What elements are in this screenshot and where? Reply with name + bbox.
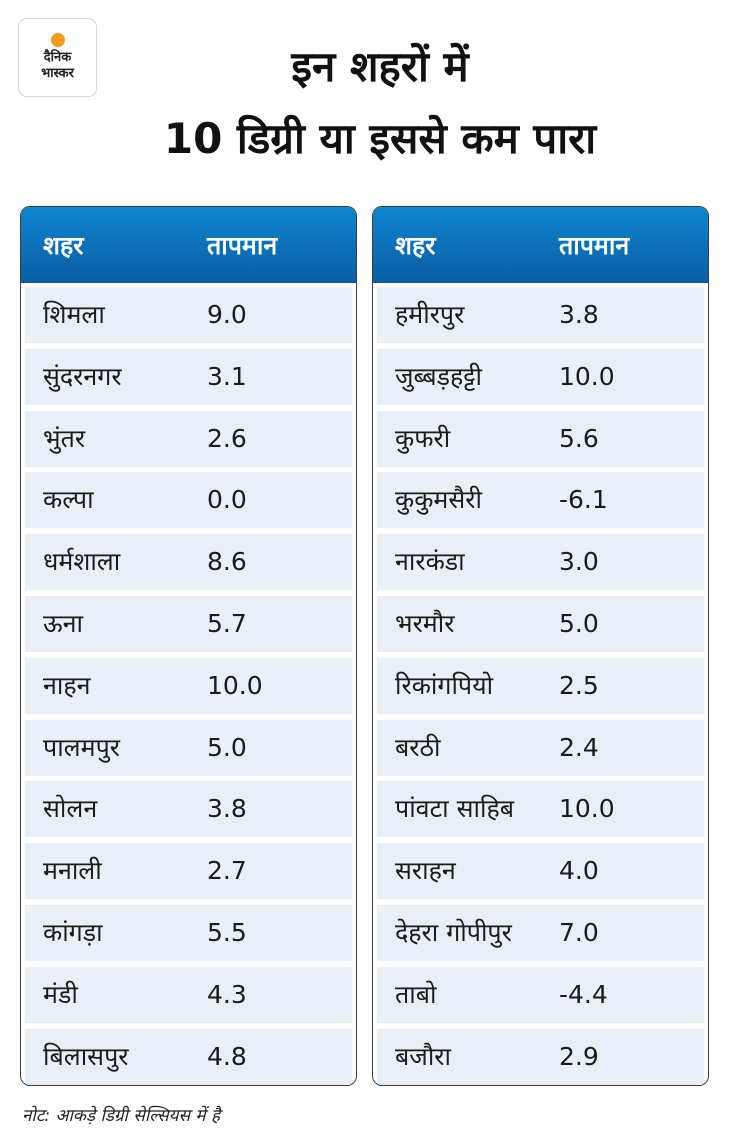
temperature-value: 10.0 [207,670,263,700]
city-name: नाहन [43,670,91,700]
table-row: सुंदरनगर 3.1 [25,348,352,405]
temperature-value: 5.7 [207,609,247,638]
temperature-value: 9.0 [207,300,247,329]
table-row: पांवटा साहिब 10.0 [377,781,704,838]
temperature-value: 10.0 [559,361,615,391]
city-name: बरठी [395,732,441,762]
column-header-temperature: तापमान [559,231,630,260]
page-title-line-2: 10 डिग्री या इससे कम पारा [163,114,597,163]
temperature-value: 10.0 [559,794,615,824]
city-name: मंडी [43,979,78,1009]
temperature-value: 4.0 [559,856,599,886]
temperature-value: 2.6 [207,423,247,453]
city-name: भुंतर [43,423,86,453]
table-row: बरठी 2.4 [377,719,704,776]
logo-line-2: भास्कर [41,66,74,81]
table-row: बिलासपुर 4.8 [25,1028,352,1085]
temperature-value: 8.6 [207,547,247,577]
city-name: ऊना [43,609,83,638]
temperature-value: -4.4 [559,979,608,1009]
table-row: शिमला 9.0 [25,287,352,343]
city-name: सोलन [43,794,98,824]
table-row: धर्मशाला 8.6 [25,534,352,591]
city-name: मनाली [43,856,102,886]
city-name: सराहन [395,856,456,886]
table-row: कल्पा 0.0 [25,472,352,529]
table-row: नारकंडा 3.0 [377,534,704,591]
temperature-value: 5.0 [207,732,247,762]
column-header-city: शहर [395,231,436,260]
column-header-city: शहर [43,231,84,260]
city-name: कुकुमसैरी [395,485,482,515]
temperature-value: 2.9 [559,1041,599,1071]
city-name: बिलासपुर [43,1041,129,1071]
logo-line-1: दैनिक [43,50,72,65]
table-row: मंडी 4.3 [25,966,352,1023]
dainik-bhaskar-logo: दैनिक भास्कर [18,18,97,97]
temperature-value: 7.0 [559,918,599,947]
city-name: रिकांगपियो [395,670,494,700]
city-name: शिमला [43,300,105,329]
city-name: ताबो [395,979,437,1009]
city-name: बजौरा [395,1041,452,1071]
temperature-value: 0.0 [207,485,247,515]
temperature-value: 3.0 [559,547,599,577]
table-row: हमीरपुर 3.8 [377,287,704,343]
city-name: देहरा गोपीपुर [395,918,512,947]
city-name: जुब्बड़हट्टी [395,361,482,391]
city-name: भरमौर [395,609,455,638]
table-row: भरमौर 5.0 [377,596,704,652]
table-row: ऊना 5.7 [25,596,352,652]
temperature-table-right: शहर तापमान हमीरपुर 3.8 जुब्बड़हट्टी 10.0 कुफ… [372,206,709,1086]
city-name: नारकंडा [395,547,465,577]
city-name: धर्मशाला [43,547,121,577]
table-row: रिकांगपियो 2.5 [377,657,704,714]
temperature-value: 5.6 [559,423,599,453]
temperature-value: 4.3 [207,979,247,1009]
table-row: कुकुमसैरी -6.1 [377,472,704,529]
city-name: कुफरी [395,423,451,453]
temperature-value: 2.4 [559,732,599,762]
temperature-value: 3.8 [559,300,599,329]
table-header: शहर तापमान [21,207,356,283]
table-row: कांगड़ा 5.5 [25,905,352,961]
table-row: ताबो -4.4 [377,966,704,1023]
table-row: देहरा गोपीपुर 7.0 [377,905,704,961]
table-row: बजौरा 2.9 [377,1028,704,1085]
column-header-temperature: तापमान [207,231,278,260]
city-name: कल्पा [43,485,94,515]
page-title-line-1: इन शहरों में [291,42,469,91]
temperature-table-left: शहर तापमान शिमला 9.0 सुंदरनगर 3.1 भुंतर 2.6 कल… [20,206,357,1086]
city-name: कांगड़ा [43,918,103,947]
temperature-value: 2.7 [207,856,247,886]
table-row: सोलन 3.8 [25,781,352,838]
city-name: हमीरपुर [395,300,465,329]
table-header: शहर तापमान [373,207,708,283]
table-row: कुफरी 5.6 [377,410,704,467]
sun-icon [51,33,65,47]
table-row: भुंतर 2.6 [25,410,352,467]
temperature-value: 4.8 [207,1041,247,1071]
temperature-value: -6.1 [559,485,608,515]
table-row: सराहन 4.0 [377,843,704,900]
city-name: पालमपुर [43,732,121,762]
city-name: सुंदरनगर [43,361,122,391]
temperature-value: 3.8 [207,794,247,824]
table-row: पालमपुर 5.0 [25,719,352,776]
temperature-value: 2.5 [559,670,599,700]
temperature-value: 5.5 [207,918,247,947]
table-row: मनाली 2.7 [25,843,352,900]
city-name: पांवटा साहिब [395,794,514,824]
temperature-value: 5.0 [559,609,599,638]
temperature-value: 3.1 [207,361,247,391]
table-row: नाहन 10.0 [25,657,352,714]
table-row: जुब्बड़हट्टी 10.0 [377,348,704,405]
footnote: नोट: आकड़े डिग्री सेल्सियस में है [22,1106,220,1126]
